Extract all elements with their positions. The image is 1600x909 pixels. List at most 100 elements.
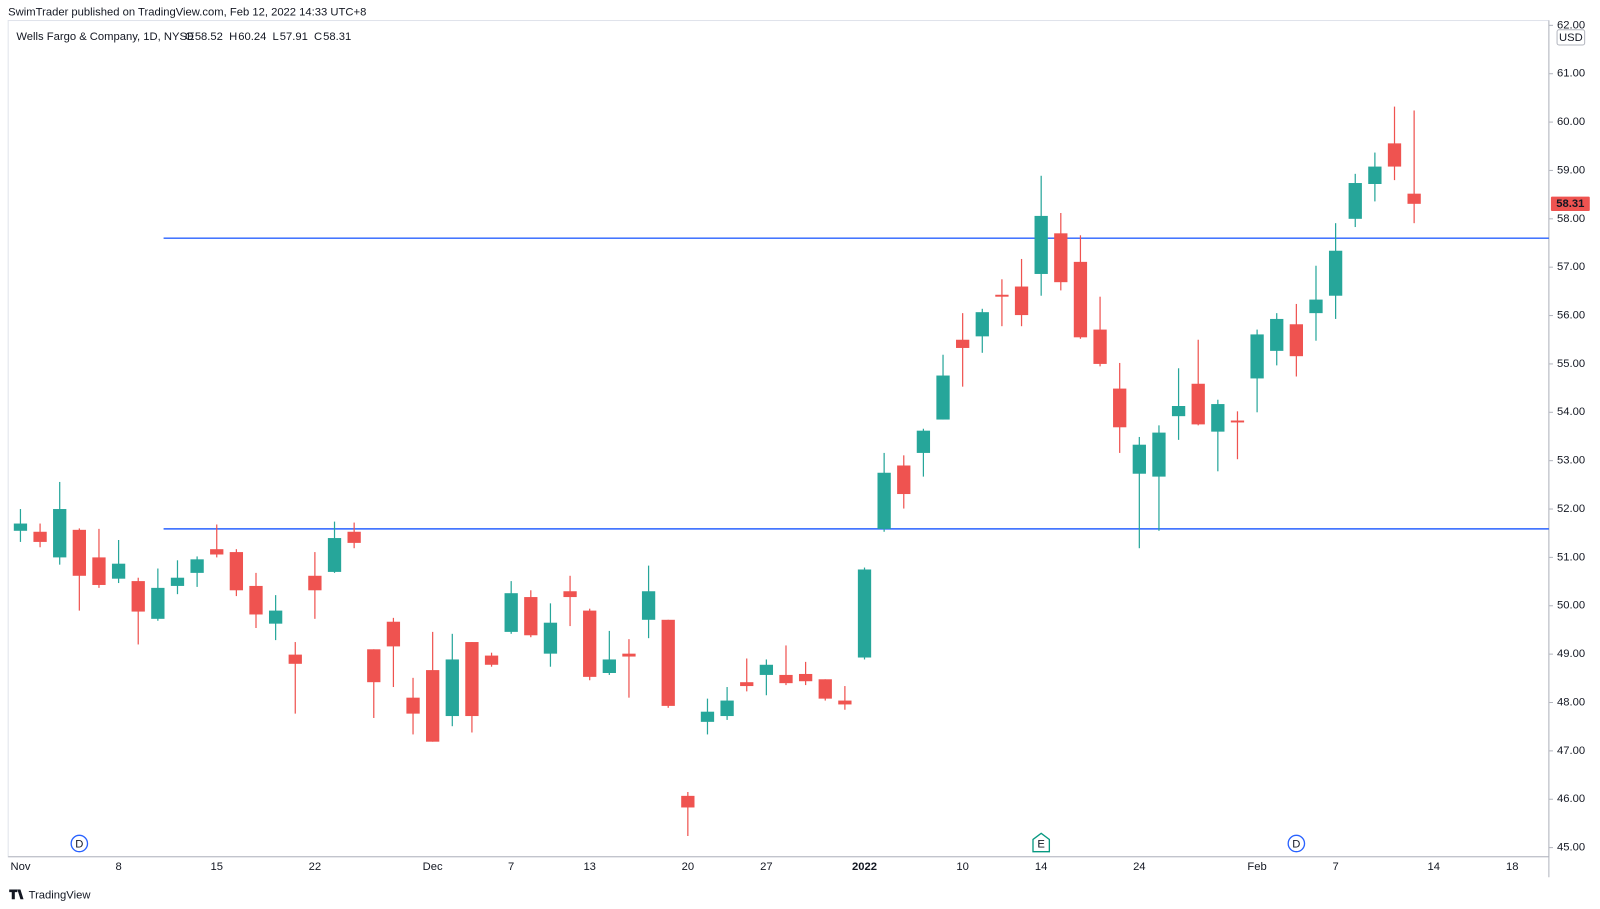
- candle-body: [1309, 299, 1323, 314]
- y-tick-label: 54.00: [1557, 406, 1585, 418]
- candle-body: [504, 593, 518, 632]
- candle-body: [170, 577, 185, 586]
- candle-body: [897, 465, 911, 495]
- candle-body: [838, 700, 852, 705]
- candle-body: [779, 674, 793, 684]
- y-tick-label: 56.00: [1557, 310, 1585, 322]
- candle-body: [151, 587, 165, 619]
- candle-body: [465, 642, 479, 717]
- candle-body: [1289, 324, 1304, 357]
- event-marker-label: D: [75, 839, 83, 851]
- y-tick-label: 53.00: [1557, 455, 1585, 467]
- dividend-marker: [1287, 834, 1306, 853]
- candle-body: [956, 339, 970, 348]
- candle-body: [1093, 329, 1107, 364]
- candle-body: [1054, 233, 1068, 283]
- candle-body: [916, 430, 931, 453]
- candle-body: [406, 697, 420, 714]
- event-marker-label: E: [1037, 839, 1045, 851]
- candle-body: [877, 472, 891, 529]
- candle-body: [1230, 420, 1245, 423]
- ohlc-value: 58.52: [195, 31, 223, 43]
- x-tick-label: 27: [760, 861, 773, 873]
- candle-body: [759, 664, 774, 675]
- ohlc-value: 60.24: [238, 31, 266, 43]
- ohlc-value: 57.91: [280, 31, 308, 43]
- x-tick-label: 18: [1506, 861, 1519, 873]
- x-tick-label: Nov: [10, 861, 30, 873]
- candle-body: [229, 552, 244, 591]
- ohlc-label: H: [229, 31, 237, 43]
- candle-body: [641, 591, 656, 620]
- candle-body: [288, 654, 302, 664]
- candle-body: [818, 679, 832, 699]
- candle-body: [484, 655, 499, 665]
- candle-body: [268, 610, 283, 624]
- candle-body: [1250, 334, 1264, 379]
- ohlc-label: L: [272, 31, 278, 43]
- brand-logo: [9, 889, 24, 900]
- y-tick-label: 48.00: [1557, 696, 1585, 708]
- publisher-note: SwimTrader published on TradingView.com,…: [8, 6, 366, 18]
- x-tick-label: Dec: [423, 861, 443, 873]
- x-tick-label: 7: [508, 861, 514, 873]
- candle-body: [720, 700, 734, 717]
- candle-body: [33, 531, 47, 542]
- candle-body: [72, 529, 86, 576]
- brand-name: TradingView: [29, 890, 92, 902]
- candle-body: [1348, 183, 1362, 219]
- candle-body: [700, 711, 715, 722]
- ohlc-value: 58.31: [323, 31, 351, 43]
- candle-body: [210, 549, 224, 555]
- candle-body: [1034, 215, 1048, 274]
- candle-body: [563, 591, 577, 598]
- x-tick-label: 14: [1428, 861, 1441, 873]
- candle-body: [798, 673, 813, 682]
- ohlc-label: O: [185, 31, 194, 43]
- candle-body: [426, 670, 440, 742]
- y-tick-label: 46.00: [1557, 793, 1585, 805]
- candle-body: [308, 575, 322, 591]
- candle-body: [857, 569, 872, 658]
- candle-body: [1132, 444, 1146, 474]
- brand: TradingView: [9, 889, 92, 902]
- symbol-title: Wells Fargo & Company, 1D, NYSE: [16, 31, 195, 43]
- y-tick-label: 49.00: [1557, 648, 1585, 660]
- ohlc-label: C: [314, 31, 322, 43]
- candle-body: [327, 538, 342, 572]
- y-tick-label: 61.00: [1557, 68, 1585, 80]
- x-tick-label: 8: [115, 861, 121, 873]
- x-tick-label: 24: [1133, 861, 1146, 873]
- event-marker-label: D: [1292, 839, 1300, 851]
- candle-body: [936, 375, 950, 420]
- candle-body: [1328, 250, 1343, 296]
- candle-body: [1211, 404, 1225, 432]
- y-tick-label: 55.00: [1557, 358, 1585, 370]
- y-tick-label: 59.00: [1557, 164, 1585, 176]
- x-tick-label: 2022: [852, 861, 877, 873]
- y-tick-label: 52.00: [1557, 503, 1585, 515]
- candle-body: [583, 610, 597, 677]
- candle-body: [445, 659, 459, 717]
- candle-body: [1191, 383, 1205, 425]
- candle-body: [1073, 261, 1088, 338]
- y-tick-label: 57.00: [1557, 261, 1585, 273]
- candle-body: [602, 659, 616, 673]
- y-tick-label: 60.00: [1557, 116, 1585, 128]
- candle-body: [1387, 143, 1402, 167]
- y-tick-label: 45.00: [1557, 842, 1585, 854]
- x-tick-label: 7: [1332, 861, 1338, 873]
- y-tick-label: 47.00: [1557, 745, 1585, 757]
- x-tick-label: 10: [956, 861, 969, 873]
- currency-label: USD: [1559, 32, 1583, 44]
- candle-body: [1113, 388, 1127, 428]
- candle-body: [1407, 193, 1421, 204]
- candle-body: [92, 557, 106, 585]
- y-tick-label: 51.00: [1557, 551, 1585, 563]
- candle-body: [740, 682, 754, 687]
- candle-body: [367, 649, 381, 683]
- candle-body: [386, 621, 401, 647]
- candle-body: [53, 509, 67, 558]
